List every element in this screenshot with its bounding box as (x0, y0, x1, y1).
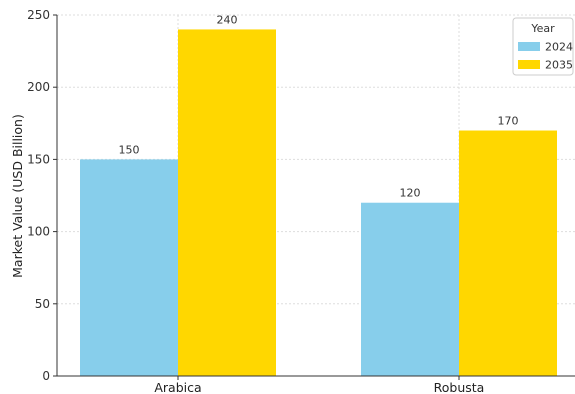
bars (80, 29, 557, 376)
y-tick-label: 0 (42, 369, 50, 383)
data-labels: 150 240 120 170 (119, 13, 519, 199)
bar-arabica-2035 (178, 29, 276, 376)
y-axis-title: Market Value (USD Billion) (10, 114, 25, 278)
y-tick-label: 100 (27, 225, 50, 239)
bar-arabica-2024 (80, 159, 178, 376)
y-tick-label: 50 (35, 297, 50, 311)
y-tick-label: 200 (27, 80, 50, 94)
data-label: 240 (217, 13, 238, 26)
legend: Year 2024 2035 (512, 17, 574, 76)
legend-swatch-2024 (518, 42, 540, 51)
y-tick-label: 150 (27, 152, 50, 166)
legend-swatch-2035 (518, 60, 540, 69)
bar-robusta-2024 (361, 202, 459, 376)
data-label: 120 (400, 187, 421, 200)
y-tick-label: 250 (27, 8, 50, 22)
bar-robusta-2035 (459, 130, 557, 376)
axes: 0 50 100 150 200 250 Arabica Robusta (27, 8, 575, 394)
legend-title: Year (530, 22, 555, 35)
data-label: 170 (498, 115, 519, 128)
legend-label: 2024 (545, 41, 573, 54)
legend-label: 2035 (545, 59, 573, 72)
x-tick-label: Robusta (434, 380, 485, 394)
data-label: 150 (119, 143, 140, 156)
x-tick-label: Arabica (154, 380, 201, 394)
